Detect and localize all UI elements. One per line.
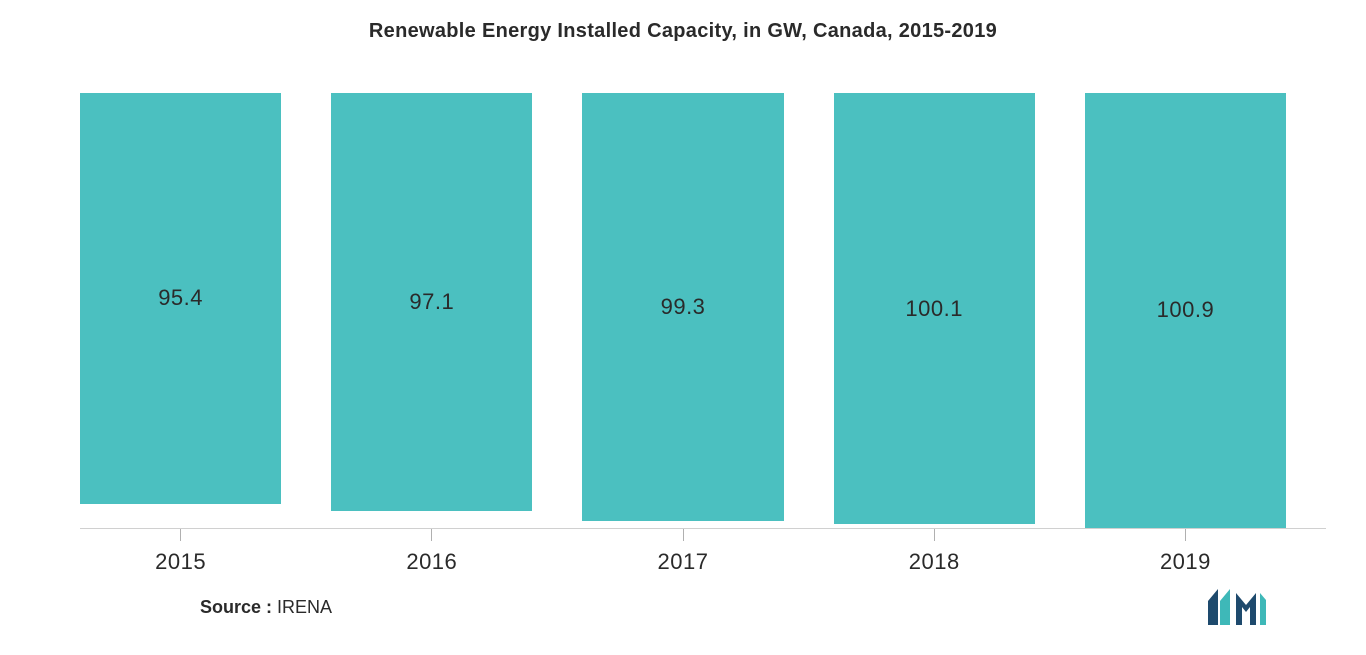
- source-attribution: Source : IRENA: [200, 597, 332, 618]
- tick-wrapper: 2016: [331, 529, 532, 575]
- x-axis-category-label: 2019: [1160, 549, 1211, 575]
- chart-title: Renewable Energy Installed Capacity, in …: [60, 20, 1306, 43]
- x-axis-category-label: 2017: [658, 549, 709, 575]
- mordor-logo-icon: [1208, 589, 1266, 625]
- bar-wrapper: 99.3: [582, 93, 783, 528]
- tick-wrapper: 2015: [80, 529, 281, 575]
- bar-value-label: 99.3: [661, 294, 706, 320]
- chart-footer: Source : IRENA: [60, 575, 1306, 625]
- bar-value-label: 97.1: [409, 289, 454, 315]
- bars-area: 95.4 97.1 99.3 100.1 100.9: [60, 93, 1306, 528]
- bar-wrapper: 95.4: [80, 93, 281, 528]
- tick-mark: [180, 529, 181, 541]
- source-label: Source :: [200, 597, 272, 617]
- tick-mark: [934, 529, 935, 541]
- x-axis-category-label: 2016: [406, 549, 457, 575]
- bar: 95.4: [80, 93, 281, 504]
- bar: 99.3: [582, 93, 783, 521]
- bar: 100.9: [1085, 93, 1286, 528]
- tick-wrapper: 2017: [582, 529, 783, 575]
- x-axis-labels: 2015 2016 2017 2018 2019: [60, 529, 1306, 575]
- bar: 100.1: [834, 93, 1035, 524]
- source-value: IRENA: [277, 597, 332, 617]
- x-axis-category-label: 2015: [155, 549, 206, 575]
- x-axis-category-label: 2018: [909, 549, 960, 575]
- bar-wrapper: 97.1: [331, 93, 532, 528]
- bar-value-label: 100.1: [905, 296, 963, 322]
- tick-wrapper: 2018: [834, 529, 1035, 575]
- chart-container: Renewable Energy Installed Capacity, in …: [0, 0, 1366, 655]
- bar-wrapper: 100.1: [834, 93, 1035, 528]
- bar-value-label: 100.9: [1157, 297, 1215, 323]
- tick-mark: [431, 529, 432, 541]
- bar-wrapper: 100.9: [1085, 93, 1286, 528]
- bar-value-label: 95.4: [158, 285, 203, 311]
- bar: 97.1: [331, 93, 532, 511]
- tick-mark: [1185, 529, 1186, 541]
- tick-wrapper: 2019: [1085, 529, 1286, 575]
- tick-mark: [683, 529, 684, 541]
